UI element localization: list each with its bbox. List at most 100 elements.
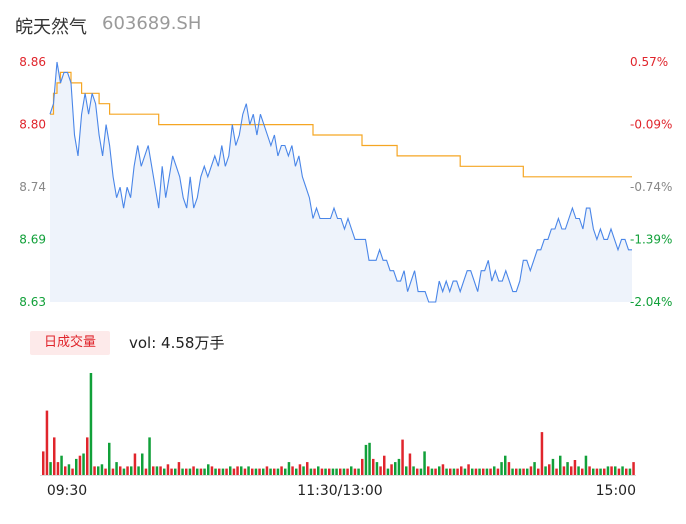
volume-bar <box>500 462 503 475</box>
volume-bar <box>603 468 606 475</box>
volume-bar <box>386 468 390 475</box>
pct-tick-label: -0.09% <box>630 118 672 132</box>
volume-bar <box>317 466 320 475</box>
volume-bar <box>100 464 104 475</box>
stock-name: 皖天然气 <box>15 17 87 38</box>
volume-bar <box>592 468 595 475</box>
volume-bar <box>570 466 573 475</box>
volume-bar <box>379 466 382 475</box>
volume-bar <box>419 468 423 475</box>
pct-tick-label: -0.74% <box>630 180 672 194</box>
volume-bar <box>276 468 280 475</box>
volume-bar <box>555 468 558 475</box>
volume-bar <box>144 468 148 475</box>
volume-bar <box>522 468 525 475</box>
price-area-fill <box>50 62 632 302</box>
volume-bar <box>104 468 107 475</box>
volume-bar <box>478 468 481 475</box>
pct-tick-label: -2.04% <box>630 295 672 309</box>
volume-bar <box>232 468 236 475</box>
volume-bar <box>133 453 137 475</box>
volume-bar <box>141 453 144 475</box>
volume-bar <box>401 439 404 475</box>
volume-bar <box>342 468 346 475</box>
volume-bar <box>78 455 82 475</box>
volume-bar <box>287 462 291 475</box>
volume-bar <box>122 468 126 475</box>
volume-bar <box>67 464 71 475</box>
volume-bar <box>610 466 613 475</box>
volume-bar <box>108 442 111 475</box>
volume-bar <box>86 437 89 475</box>
volume-bar <box>427 466 430 475</box>
volume-bar <box>628 468 632 475</box>
volume-bar <box>269 468 272 475</box>
volume-bar <box>258 468 261 475</box>
volume-bar <box>368 442 371 475</box>
volume-bar <box>225 468 228 475</box>
volume-bar <box>291 466 294 475</box>
volume-bar <box>423 451 426 475</box>
volume-bar <box>544 466 547 475</box>
volume-bar <box>166 464 170 475</box>
volume-bar <box>397 458 401 475</box>
volume-bar <box>489 468 492 475</box>
volume-bar <box>515 468 518 475</box>
volume-bar <box>45 410 49 475</box>
pct-tick-label: -1.39% <box>630 232 672 246</box>
volume-bar <box>265 466 269 475</box>
volume-bar <box>353 468 357 475</box>
volume-bar <box>210 466 214 475</box>
volume-bar <box>93 466 96 475</box>
volume-bar <box>463 468 467 475</box>
volume-bar <box>339 468 342 475</box>
volume-bar <box>518 468 522 475</box>
volume-bar <box>240 466 243 475</box>
volume-bar <box>485 468 489 475</box>
volume-bar <box>203 468 206 475</box>
volume-badge[interactable]: 日成交量 <box>30 331 110 355</box>
volume-bar <box>56 462 60 475</box>
time-tick-label: 11:30/13:00 <box>297 483 382 499</box>
volume-bar <box>75 458 78 475</box>
volume-bar <box>540 432 544 475</box>
avg-price-line <box>50 71 632 178</box>
price-tick-label: 8.86 <box>19 55 46 69</box>
volume-bar <box>49 462 52 475</box>
volume-bar <box>581 468 584 475</box>
volume-bar <box>632 462 635 475</box>
volume-bar <box>331 468 335 475</box>
volume-bar <box>562 466 566 475</box>
volume-bar <box>474 468 478 475</box>
volume-bar <box>434 468 437 475</box>
volume-bar <box>280 466 283 475</box>
price-line <box>49 61 632 303</box>
volume-bar <box>71 468 74 475</box>
volume-bar <box>159 466 162 475</box>
volume-bar <box>53 437 56 475</box>
volume-bar <box>251 468 254 475</box>
volume-bar <box>188 468 192 475</box>
volume-bar <box>559 455 562 475</box>
time-tick-label: 15:00 <box>596 483 636 499</box>
volume-bar <box>529 466 533 475</box>
volume-panel <box>40 373 636 476</box>
volume-bar <box>383 455 386 475</box>
volume-bar <box>82 453 85 475</box>
volume-bar <box>357 468 360 475</box>
volume-bar <box>507 462 511 475</box>
volume-bar <box>155 466 159 475</box>
price-tick-label: 8.74 <box>19 180 46 194</box>
price-tick-label: 8.80 <box>19 118 46 132</box>
volume-bar <box>617 468 621 475</box>
volume-bar <box>551 458 555 475</box>
volume-bar <box>148 437 151 475</box>
axis-labels: 8.86 0.57% 8.80 -0.09% 8.74 -0.74% 8.69 -1.39% 8… <box>19 55 672 499</box>
volume-bar <box>236 466 239 475</box>
volume-bar <box>207 464 210 475</box>
volume-bar <box>452 468 456 475</box>
volume-bar <box>614 466 617 475</box>
volume-bar <box>97 466 100 475</box>
volume-bar <box>430 468 434 475</box>
pct-tick-label: 0.57% <box>630 55 668 69</box>
